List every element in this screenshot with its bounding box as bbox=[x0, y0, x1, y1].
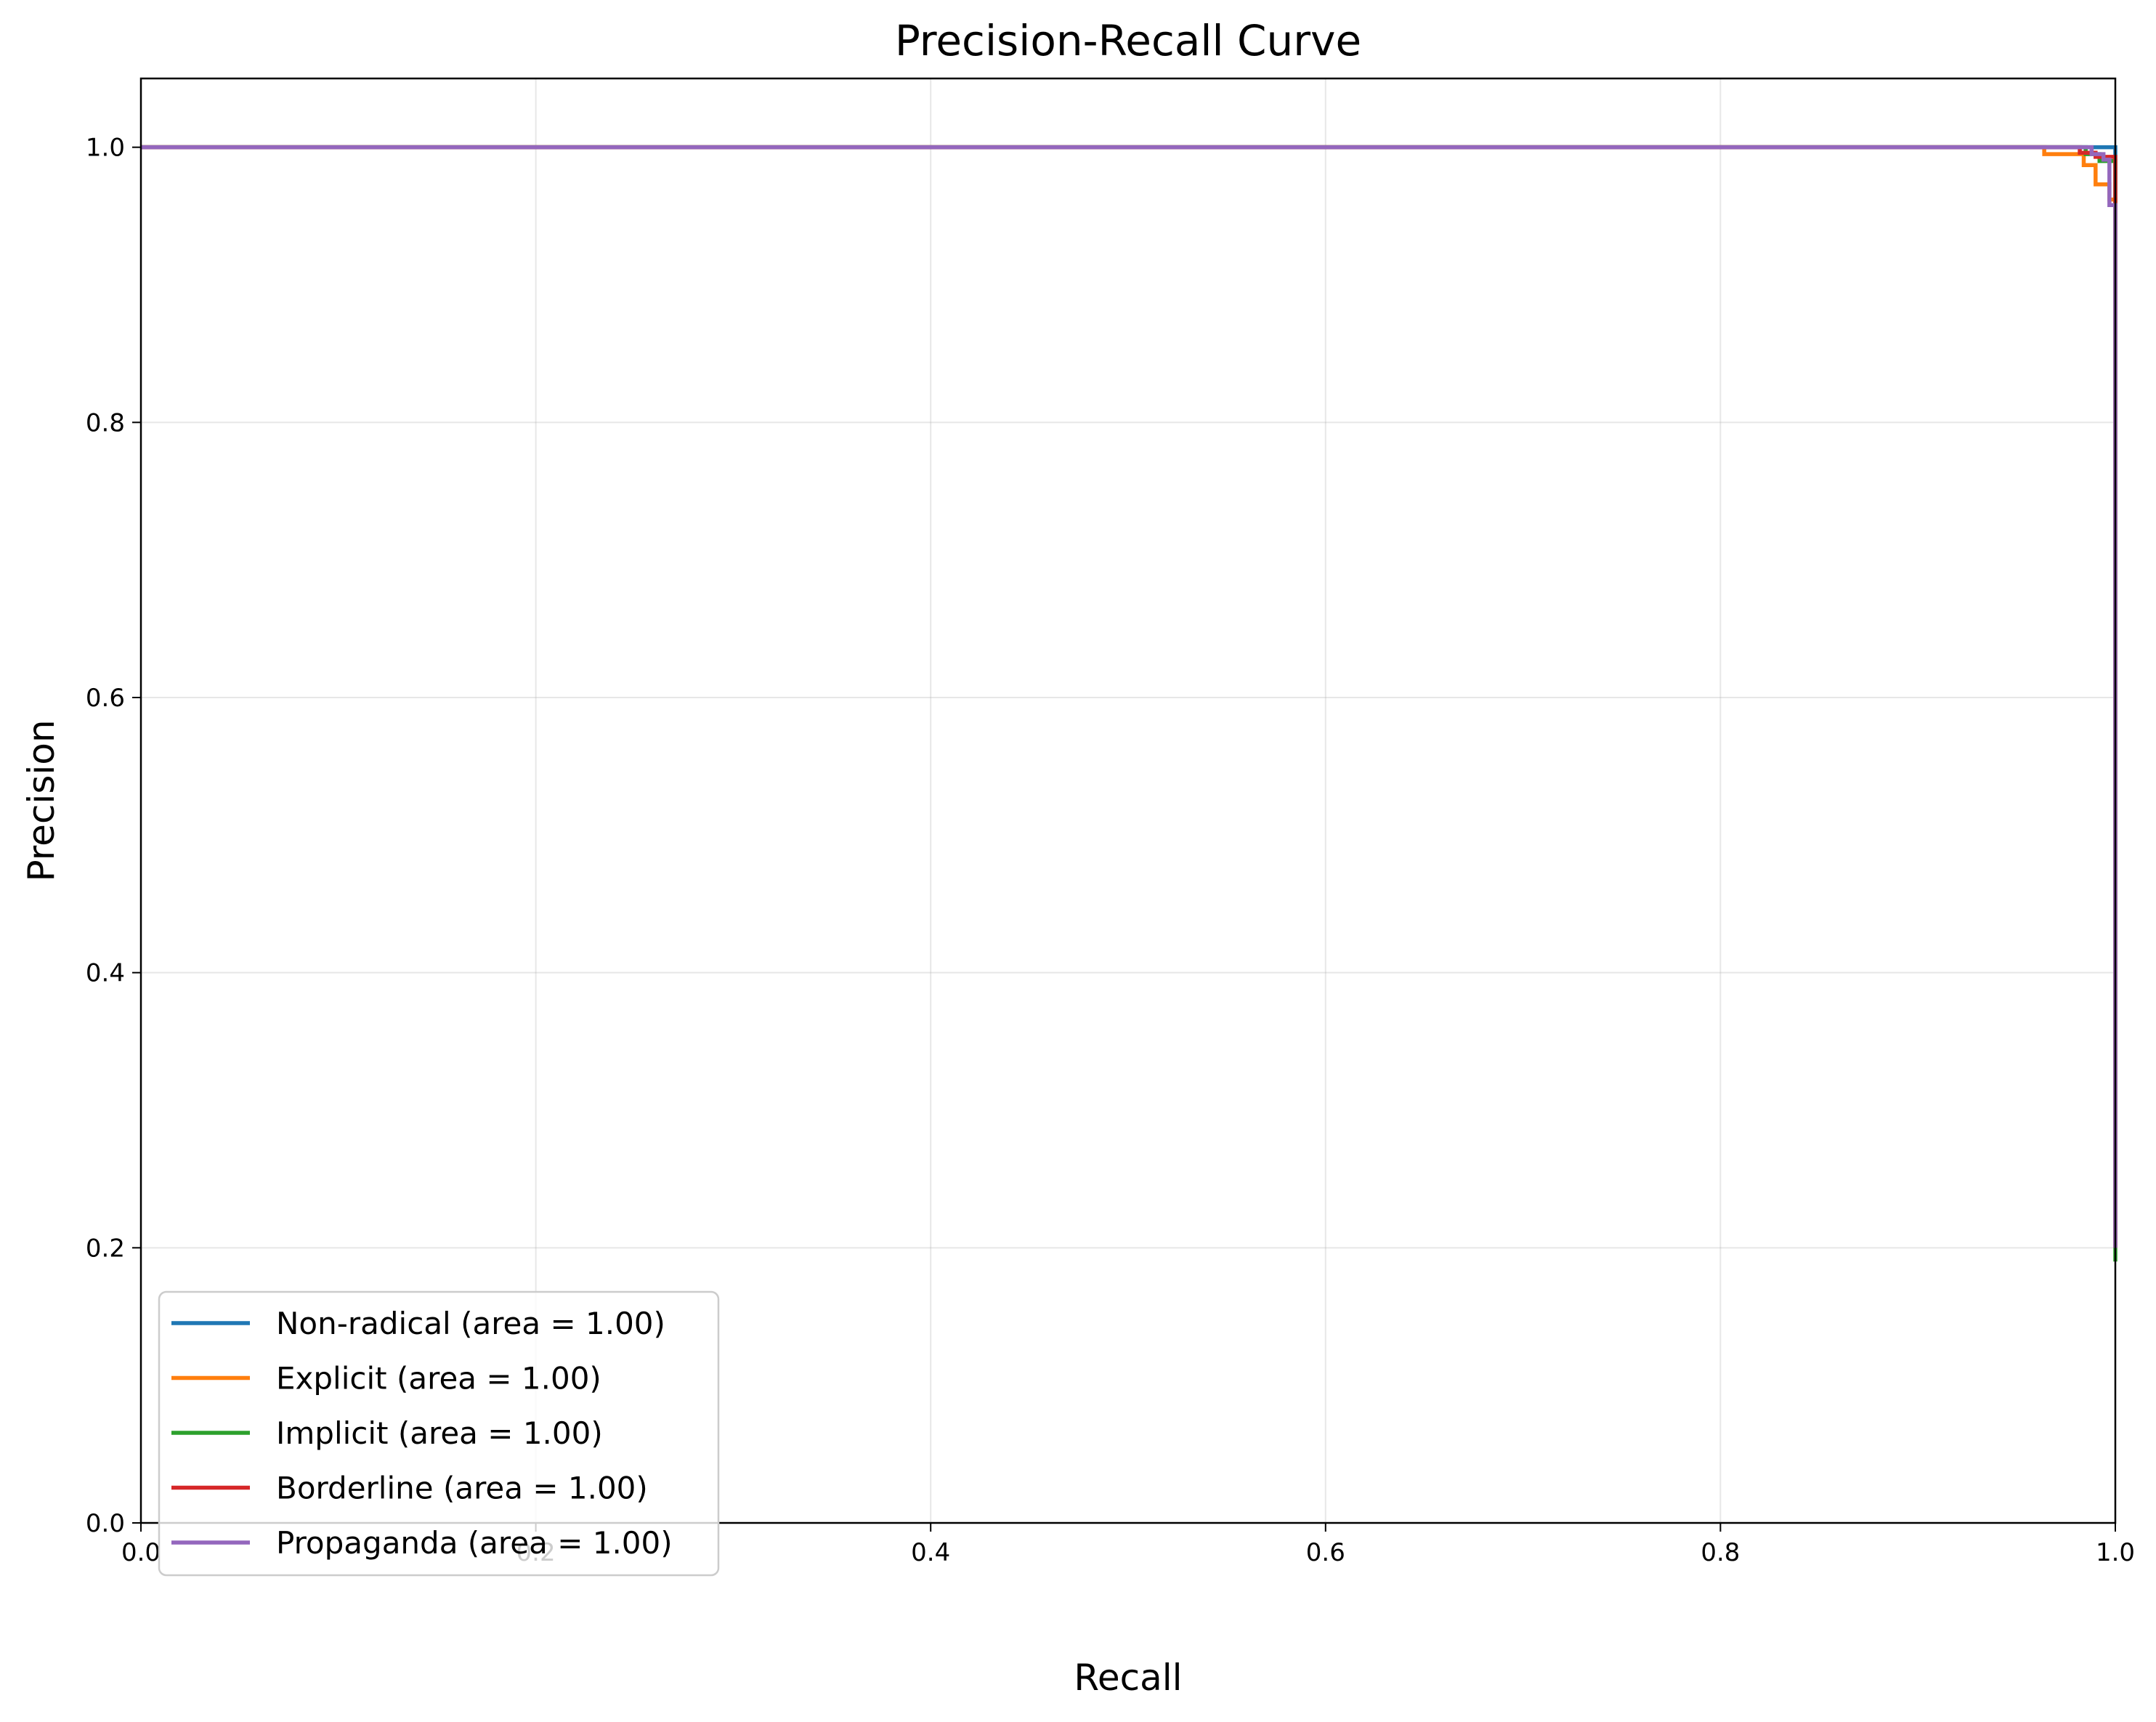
legend-label-3: Implicit (area = 1.00) bbox=[276, 1415, 603, 1451]
x-tick-label: 0.8 bbox=[1701, 1538, 1740, 1567]
y-axis-label: Precision bbox=[20, 719, 62, 881]
legend: Non-radical (area = 1.00) Explicit (area … bbox=[158, 1290, 720, 1577]
x-tick-label: 0.6 bbox=[1306, 1538, 1345, 1567]
y-tick-label: 1.0 bbox=[86, 134, 125, 163]
series-line-5 bbox=[141, 145, 2118, 1248]
y-tick-label: 0.2 bbox=[86, 1234, 125, 1263]
y-tick-label: 0.6 bbox=[86, 684, 125, 713]
legend-label-5: Propaganda (area = 1.00) bbox=[276, 1525, 673, 1561]
legend-label-2: Explicit (area = 1.00) bbox=[276, 1361, 601, 1396]
legend-label-4: Borderline (area = 1.00) bbox=[276, 1471, 648, 1506]
legend-label-1: Non-radical (area = 1.00) bbox=[276, 1306, 665, 1341]
x-tick-label: 0.0 bbox=[121, 1538, 161, 1567]
x-tick-label: 0.4 bbox=[911, 1538, 950, 1567]
y-tick-label: 0.4 bbox=[86, 959, 125, 988]
x-tick-label: 1.0 bbox=[2096, 1538, 2135, 1567]
y-tick-label: 0.8 bbox=[86, 408, 125, 437]
grid bbox=[140, 78, 2116, 1524]
x-axis-label: Recall bbox=[1074, 1657, 1182, 1699]
legend-box bbox=[158, 1290, 720, 1577]
chart-title: Precision-Recall Curve bbox=[895, 16, 1361, 65]
y-tick-label: 0.0 bbox=[86, 1509, 125, 1538]
axes-frame bbox=[139, 77, 2117, 1524]
